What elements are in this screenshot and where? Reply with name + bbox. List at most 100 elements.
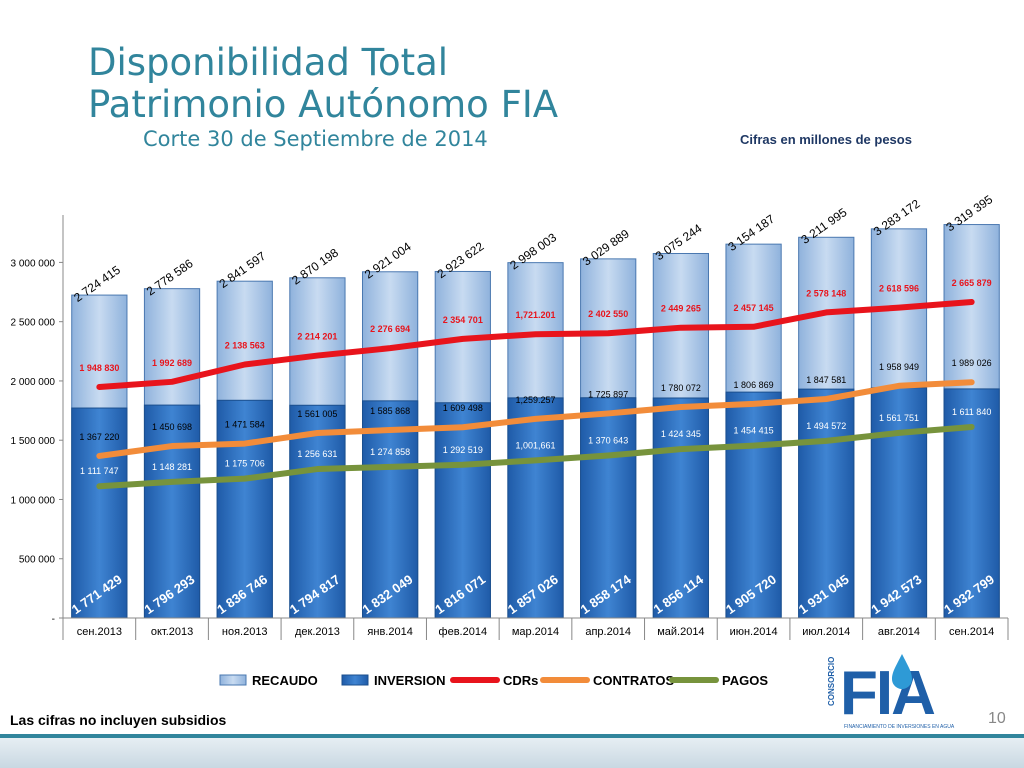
footer-divider [0, 734, 1024, 738]
y-tick-label: 2 500 000 [11, 318, 56, 329]
legend-pagos: PAGOS [669, 673, 768, 688]
y-tick-label: 1 500 000 [11, 436, 56, 447]
x-tick-label: ноя.2013 [222, 626, 268, 638]
line-contratos [96, 379, 975, 459]
label-contratos: 1 989 026 [952, 358, 992, 368]
water-drop-icon [892, 654, 912, 689]
bar-inversion [216, 399, 273, 619]
x-tick-label: дек.2013 [295, 626, 340, 638]
legend-inversion-swatch [341, 674, 369, 686]
page-title-line-2: Patrimonio Autónomo FIA [88, 83, 559, 126]
label-cdrs: 1 992 689 [152, 358, 192, 368]
x-tick-label: апр.2014 [585, 626, 631, 638]
legend-recaudo: RECAUDO [219, 673, 318, 688]
consorcio-fia-logo: CONSORCIO FIA FINANCIAMIENTO DE INVERSIO… [818, 648, 970, 734]
label-pagos: 1 111 747 [80, 466, 119, 476]
x-tick-label: май.2014 [657, 626, 704, 638]
y-tick-label: 2 000 000 [11, 377, 56, 388]
label-contratos: 1 561 005 [297, 409, 337, 419]
bar-inversion [507, 397, 564, 619]
label-pagos: 1 454 415 [734, 426, 774, 436]
y-tick-label: - [52, 614, 55, 625]
logo-side-text: CONSORCIO [827, 657, 836, 706]
label-cdrs: 2 214 201 [297, 332, 337, 342]
label-pagos: 1 148 281 [152, 462, 192, 472]
page-title-line-1: Disponibilidad Total [88, 41, 449, 84]
x-tick-label: авг.2014 [878, 626, 920, 638]
x-tick-label: окт.2013 [151, 626, 193, 638]
label-contratos: 1 471 584 [225, 420, 265, 430]
label-cdrs: 1 948 830 [79, 363, 119, 373]
label-contratos: 1 847 581 [806, 375, 846, 385]
label-pagos: 1 292 519 [443, 445, 483, 455]
y-tick-label: 500 000 [19, 555, 56, 566]
label-cdrs: 2 618 596 [879, 284, 919, 294]
label-cdrs: 2 276 694 [370, 324, 410, 334]
label-pagos: 1 175 706 [225, 459, 265, 469]
title-block: Disponibilidad Total Patrimonio Autónomo… [88, 42, 558, 152]
legend-pagos-label: PAGOS [722, 673, 768, 688]
label-contratos: 1 450 698 [152, 422, 192, 432]
units-note: Cifras en millones de pesos [740, 132, 912, 147]
label-cdrs: 2 354 701 [443, 315, 483, 325]
x-tick-label: июл.2014 [802, 626, 850, 638]
label-cdrs: 2 138 563 [225, 341, 265, 351]
legend-cdrs-label: CDRs [503, 673, 538, 688]
legend-cdrs: CDRs [450, 673, 538, 688]
bar-inversion [870, 387, 928, 619]
label-contratos: 1 367 220 [79, 432, 119, 442]
label-contratos: 1 725 897 [588, 389, 628, 399]
x-tick-label: сен.2014 [949, 626, 994, 638]
label-cdrs: 2 402 550 [588, 309, 628, 319]
y-tick-label: 1 000 000 [11, 495, 56, 506]
label-contratos: 1 780 072 [661, 383, 701, 393]
legend-inversion-label: INVERSION [374, 673, 446, 688]
line-pagos [96, 423, 975, 490]
x-tick-label: мар.2014 [512, 626, 559, 638]
y-tick-label: 3 000 000 [11, 258, 56, 269]
bar-inversion [71, 407, 128, 619]
bar-inversion [289, 404, 346, 619]
x-tick-label: фев.2014 [439, 626, 488, 638]
label-pagos: 1 370 643 [588, 436, 628, 446]
label-contratos: 1 958 949 [879, 362, 919, 372]
legend-recaudo-swatch [219, 674, 247, 686]
bar-inversion [725, 391, 782, 619]
bar-inversion [143, 404, 201, 619]
bar-inversion [361, 400, 419, 619]
label-pagos: 1 494 572 [806, 421, 846, 431]
page-subtitle: Corte 30 de Septiembre de 2014 [143, 127, 488, 151]
bar-inversion [652, 397, 710, 619]
label-pagos: 1 561 751 [879, 413, 919, 423]
label-cdrs: 2 457 145 [734, 303, 774, 313]
x-tick-label: июн.2014 [730, 626, 778, 638]
x-tick-label: сен.2013 [77, 626, 122, 638]
bar-inversion [434, 402, 491, 619]
footnote: Las cifras no incluyen subsidios [10, 712, 227, 728]
label-cdrs: 2 578 148 [806, 288, 846, 298]
x-tick-label: янв.2014 [367, 626, 412, 638]
page-number: 10 [988, 710, 1006, 727]
label-contratos: 1 806 869 [734, 380, 774, 390]
chart: 2 724 415 2 778 586 2 841 597 2 870 198 2 92… [11, 192, 1009, 688]
logo-tagline: FINANCIAMIENTO DE INVERSIONES EN AGUA [844, 724, 955, 730]
legend-contratos-label: CONTRATOS [593, 673, 674, 688]
bar-inversion [580, 397, 637, 619]
label-cdrs: 2 665 879 [952, 278, 992, 288]
legend-contratos: CONTRATOS [540, 673, 674, 688]
label-pagos: 1 256 631 [297, 449, 337, 459]
line-cdrs [96, 299, 975, 391]
label-pagos: 1 424 345 [661, 429, 701, 439]
bar-inversion [798, 388, 855, 619]
label-pagos: 1 611 840 [952, 407, 991, 417]
logo-letters: FIA [840, 659, 935, 728]
label-cdrs: 2 449 265 [661, 304, 701, 314]
label-contratos: 1 609 498 [443, 403, 483, 413]
legend-recaudo-label: RECAUDO [252, 673, 318, 688]
label-contratos: 1,259.257 [515, 395, 555, 405]
footer-band [0, 738, 1024, 768]
legend-inversion: INVERSION [341, 673, 446, 688]
label-pagos: 1,001,661 [515, 440, 555, 450]
label-pagos: 1 274 858 [370, 447, 410, 457]
label-cdrs: 1,721.201 [515, 310, 555, 320]
